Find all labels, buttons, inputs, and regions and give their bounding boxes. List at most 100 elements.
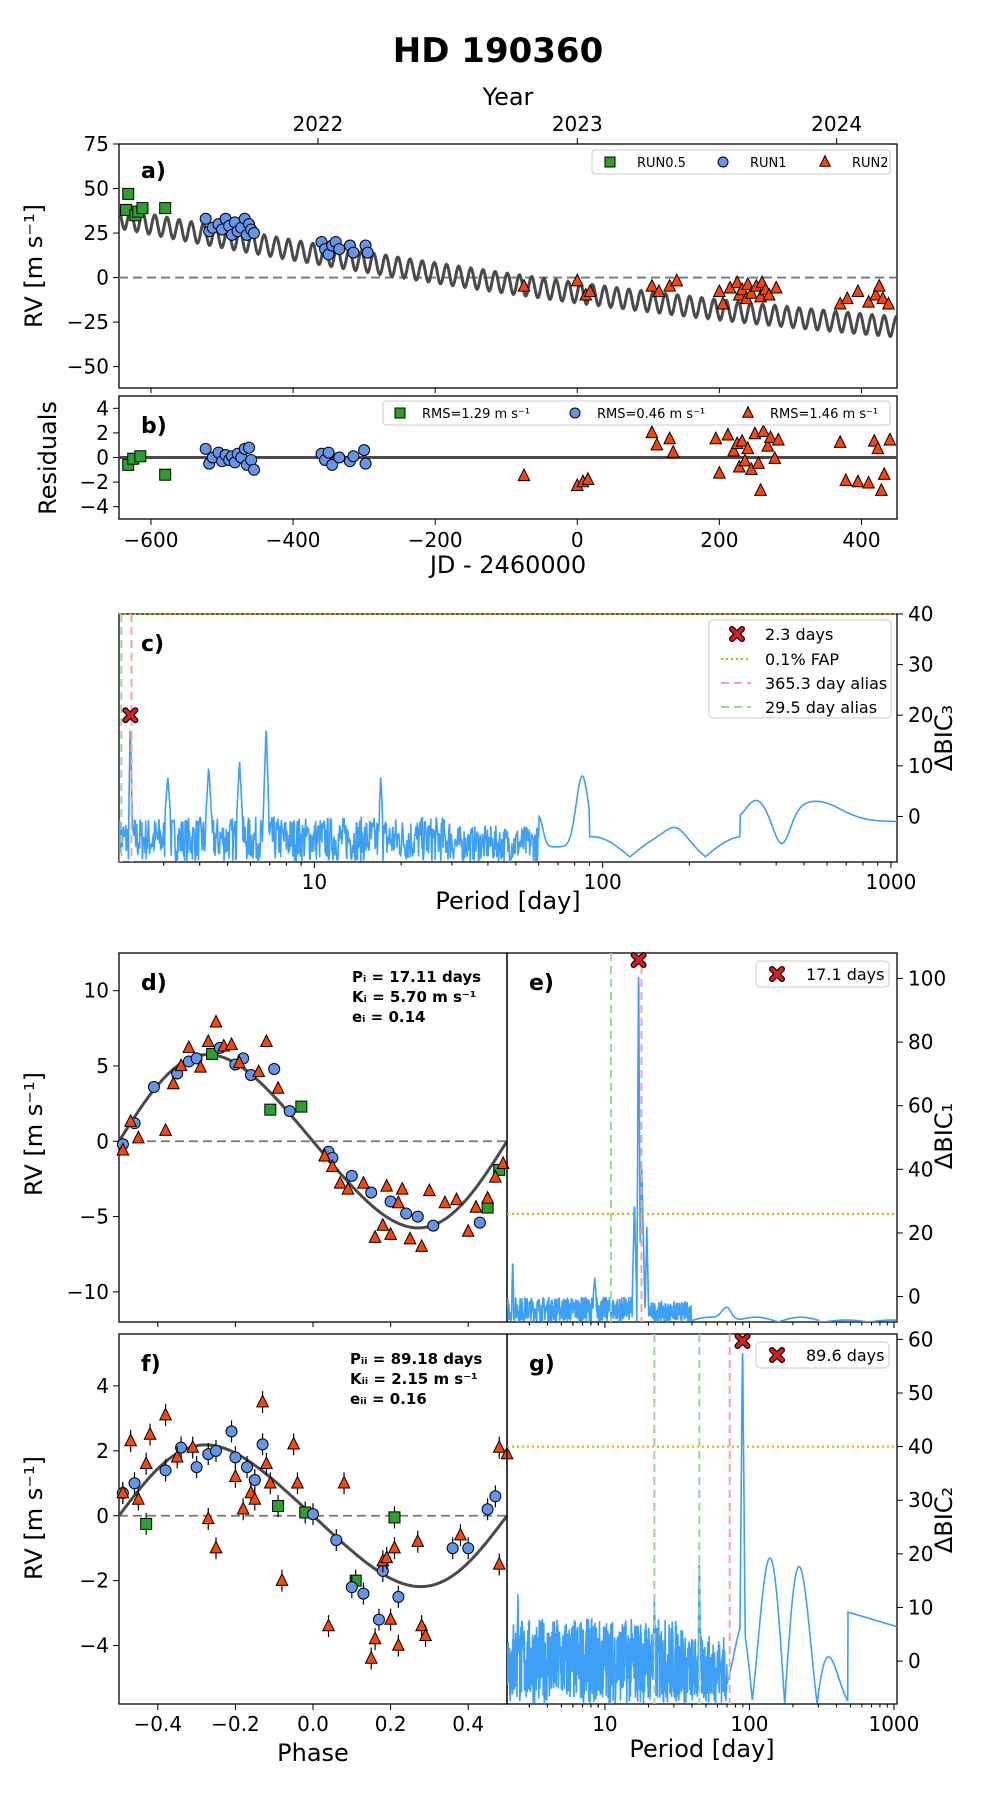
data-point bbox=[709, 431, 723, 445]
data-point bbox=[403, 1231, 417, 1245]
panel-d-yticks: 10 5 0 −5 −10 bbox=[67, 979, 119, 1304]
legend-frame bbox=[708, 619, 892, 719]
x-tick-label: 0.0 bbox=[297, 1712, 329, 1736]
data-point bbox=[259, 1033, 274, 1048]
x-tick-label: −200 bbox=[408, 528, 463, 552]
x-tick-label: 200 bbox=[700, 528, 738, 552]
x-tick-label: −400 bbox=[266, 528, 321, 552]
data-point bbox=[143, 1426, 157, 1440]
data-point bbox=[236, 1501, 250, 1515]
legend-frame bbox=[755, 1341, 890, 1369]
y-tick-label: 40 bbox=[908, 1435, 933, 1459]
y-tick-label: −4 bbox=[80, 495, 109, 519]
y-tick-label: 10 bbox=[908, 1595, 933, 1619]
y-tick-label: 20 bbox=[908, 1542, 933, 1566]
data-point bbox=[318, 1148, 332, 1162]
panel-g-xticks: 10 100 1000 bbox=[528, 1704, 919, 1736]
legend-label: RUN2 bbox=[852, 156, 889, 171]
panel-a-frame bbox=[118, 143, 898, 389]
y-tick-label: 4 bbox=[96, 1374, 109, 1398]
data-point bbox=[128, 1477, 141, 1490]
legend-label: RMS=1.29 m s⁻¹ bbox=[422, 407, 530, 422]
y-tick-label: −25 bbox=[67, 310, 109, 334]
data-point bbox=[175, 1441, 188, 1454]
y-tick-label: 40 bbox=[908, 602, 933, 626]
y-tick-label: 50 bbox=[84, 177, 109, 201]
y-tick-label: 30 bbox=[908, 1488, 933, 1512]
data-point bbox=[438, 1195, 452, 1209]
data-point bbox=[322, 446, 335, 459]
data-point bbox=[869, 287, 883, 301]
panel-g-frame bbox=[506, 1333, 898, 1705]
y-tick-label: 80 bbox=[908, 1030, 933, 1054]
data-point bbox=[209, 1540, 223, 1554]
x-tick-label: 0 bbox=[571, 528, 584, 552]
data-point bbox=[345, 1169, 358, 1182]
legend-label: 29.5 day alias bbox=[765, 698, 877, 717]
data-point bbox=[228, 1468, 242, 1482]
legend-label: RMS=1.46 m s⁻¹ bbox=[770, 407, 878, 422]
panel-e-label: e) bbox=[529, 971, 554, 996]
panel-f-xlabel: Phase bbox=[277, 1739, 349, 1767]
data-point bbox=[645, 424, 659, 439]
data-point bbox=[268, 1062, 281, 1075]
data-point bbox=[190, 1052, 203, 1065]
data-point bbox=[271, 1080, 285, 1094]
data-point bbox=[147, 1081, 160, 1094]
top-tick-label: 2022 bbox=[292, 112, 343, 136]
data-point bbox=[712, 283, 726, 297]
panel-c-legend: 2.3 days 0.1% FAP 365.3 day alias 29.5 day … bbox=[708, 619, 892, 719]
data-point bbox=[201, 1511, 215, 1525]
y-tick-label: 10 bbox=[84, 979, 109, 1003]
data-point bbox=[384, 1226, 398, 1240]
y-tick-label: −10 bbox=[67, 1280, 109, 1304]
data-point bbox=[453, 1527, 468, 1541]
legend-label: RUN1 bbox=[750, 156, 787, 171]
panel-c-xticks: 10 100 1000 bbox=[163, 862, 916, 894]
data-point bbox=[166, 1076, 180, 1090]
panel-e-periodogram bbox=[507, 976, 897, 1322]
data-point bbox=[489, 1490, 502, 1503]
panel-b-ylabel: Residuals bbox=[34, 401, 62, 515]
data-point bbox=[388, 1511, 401, 1524]
data-point bbox=[415, 1618, 429, 1632]
data-point bbox=[496, 1155, 510, 1170]
data-point bbox=[663, 431, 677, 445]
model-curve bbox=[119, 208, 897, 338]
y-tick-label: 0 bbox=[96, 446, 109, 470]
data-point bbox=[229, 1451, 242, 1464]
data-point bbox=[259, 1455, 274, 1469]
data-point bbox=[721, 427, 735, 441]
data-point bbox=[481, 1201, 494, 1214]
model-line bbox=[119, 208, 897, 338]
x-tick-label: 100 bbox=[730, 1712, 768, 1736]
y-tick-label: 0 bbox=[96, 1129, 109, 1153]
data-point bbox=[368, 1631, 382, 1645]
data-point bbox=[462, 1542, 475, 1555]
data-point bbox=[159, 1464, 172, 1477]
panel-b-yticks: 420−2−4 bbox=[80, 396, 119, 519]
y-tick-label: 20 bbox=[908, 703, 933, 727]
y-tick-label: 60 bbox=[908, 1327, 933, 1351]
data-point bbox=[422, 1182, 436, 1197]
y-tick-label: 10 bbox=[908, 754, 933, 778]
data-point bbox=[225, 1425, 238, 1438]
data-point bbox=[712, 465, 726, 479]
data-point bbox=[232, 1054, 246, 1069]
alias-lines bbox=[120, 614, 133, 862]
data-point bbox=[874, 482, 888, 496]
data-point bbox=[469, 1199, 483, 1213]
data-point bbox=[365, 1186, 378, 1199]
data-point bbox=[283, 1105, 296, 1118]
data-point bbox=[744, 285, 758, 299]
data-point bbox=[358, 444, 371, 457]
panel-b-legend: RMS=1.29 m s⁻¹ RMS=0.46 m s⁻¹ RMS=1.46 m s… bbox=[382, 400, 891, 426]
y-tick-label: −50 bbox=[67, 355, 109, 379]
data-point bbox=[124, 1113, 138, 1127]
data-point bbox=[241, 1461, 254, 1474]
data-point bbox=[877, 466, 891, 480]
data-point bbox=[290, 1475, 305, 1489]
y-tick-label: 100 bbox=[908, 966, 946, 990]
data-point bbox=[209, 1014, 223, 1028]
data-point bbox=[190, 1461, 203, 1474]
